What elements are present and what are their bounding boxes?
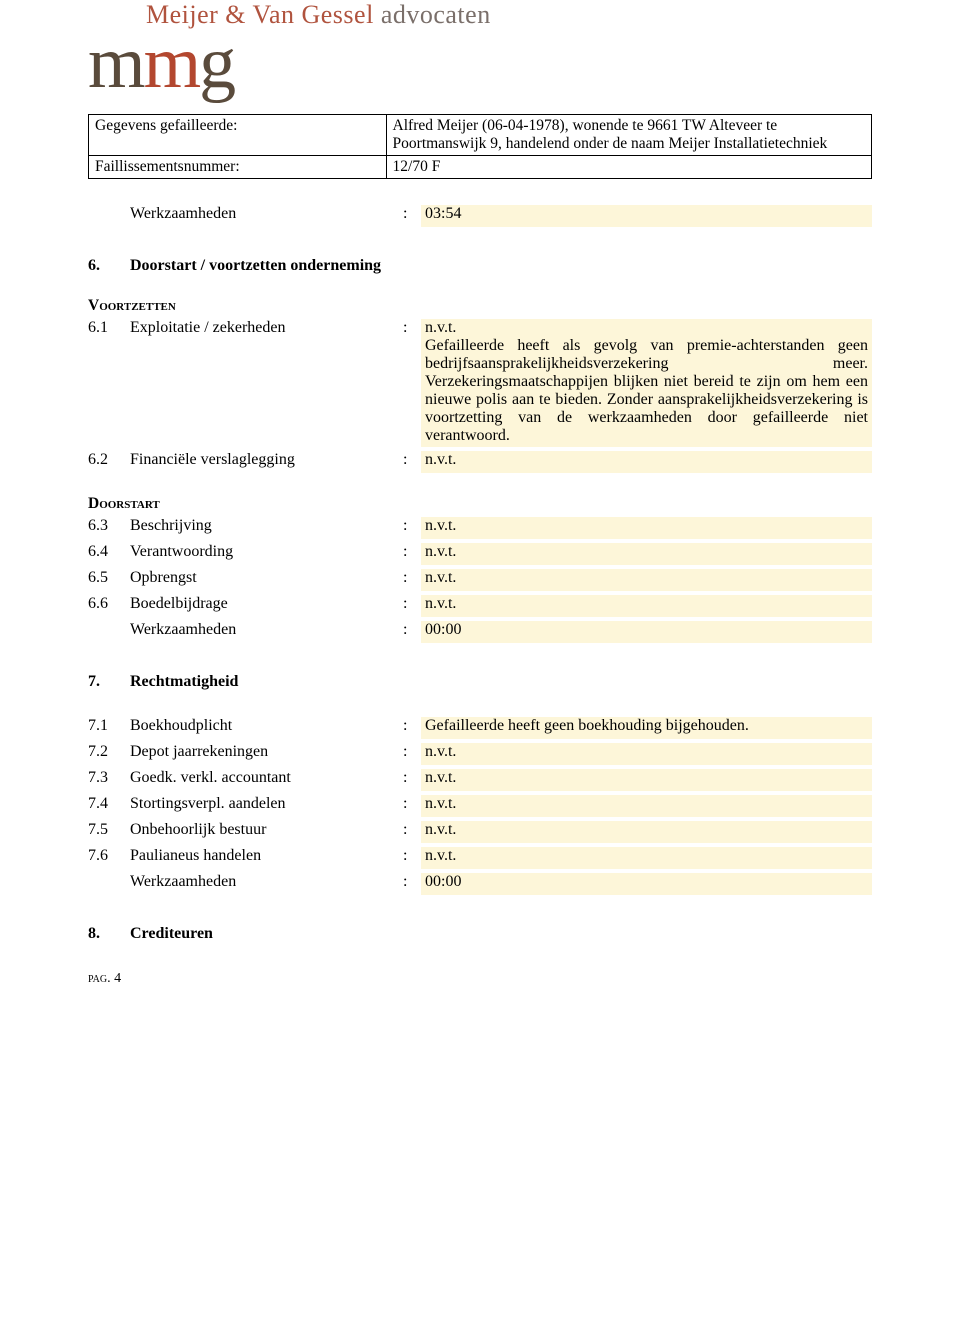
colon: : (403, 569, 421, 587)
field-row: 7.4Stortingsverpl. aandelen : n.v.t. (88, 795, 872, 817)
field-row-werkzaamheden: Werkzaamheden : 00:00 (88, 873, 872, 895)
field-number: 7.2 (88, 743, 130, 761)
field-value: n.v.t. (421, 743, 872, 765)
colon: : (403, 517, 421, 535)
field-label: Boekhoudplicht (130, 717, 403, 735)
field-label: Exploitatie / zekerheden (130, 319, 403, 337)
field-label: Opbrengst (130, 569, 403, 587)
field-number: 6.6 (88, 595, 130, 613)
field-value: 03:54 (421, 205, 872, 227)
page-footer: pag. 4 (88, 971, 872, 987)
field-value: Gefailleerde heeft geen boekhouding bijg… (421, 717, 872, 739)
section-title: Crediteuren (130, 925, 213, 943)
table-row: Faillissementsnummer: 12/70 F (89, 156, 872, 179)
field-row-werkzaamheden: Werkzaamheden : 00:00 (88, 621, 872, 643)
field-number: 7.6 (88, 847, 130, 865)
field-value: n.v.t. (421, 595, 872, 617)
field-number: 7.1 (88, 717, 130, 735)
field-row: 6.4Verantwoording : n.v.t. (88, 543, 872, 565)
colon: : (403, 769, 421, 787)
section-number: 8. (88, 925, 130, 943)
section-number: 6. (88, 257, 130, 275)
header-cell-label: Faillissementsnummer: (89, 156, 387, 179)
field-value: n.v.t. (421, 517, 872, 539)
colon: : (403, 319, 421, 337)
field-row: 7.5Onbehoorlijk bestuur : n.v.t. (88, 821, 872, 843)
colon: : (403, 743, 421, 761)
field-number: 6.4 (88, 543, 130, 561)
field-value: n.v.t. (421, 847, 872, 869)
subheading-doorstart: Doorstart (88, 495, 872, 513)
colon: : (403, 543, 421, 561)
section-title: Doorstart / voortzetten onderneming (130, 257, 381, 275)
section-title: Rechtmatigheid (130, 673, 238, 691)
field-value: n.v.t. (421, 795, 872, 817)
field-value: n.v.t. (421, 821, 872, 843)
logo-monogram: mmg (88, 26, 872, 100)
field-label: Werkzaamheden (130, 621, 403, 639)
field-row: 6.1Exploitatie / zekerheden : n.v.t. Gef… (88, 319, 872, 447)
header-cell-value: 12/70 F (386, 156, 871, 179)
section-heading-6: 6. Doorstart / voortzetten onderneming (88, 257, 872, 275)
field-number: 7.5 (88, 821, 130, 839)
field-label: Depot jaarrekeningen (130, 743, 403, 761)
colon: : (403, 847, 421, 865)
field-number: 6.1 (88, 319, 130, 337)
header-cell-value: Alfred Meijer (06-04-1978), wonende te 9… (386, 115, 871, 156)
field-value: n.v.t. Gefailleerde heeft als gevolg van… (421, 319, 872, 447)
field-label: Verantwoording (130, 543, 403, 561)
header-table: Gegevens gefailleerde: Alfred Meijer (06… (88, 114, 872, 179)
colon: : (403, 795, 421, 813)
subheading-voortzetten: Voortzetten (88, 297, 872, 315)
colon: : (403, 451, 421, 469)
field-row: 6.5Opbrengst : n.v.t. (88, 569, 872, 591)
firm-name-suffix: advocaten (381, 0, 491, 29)
field-row: 6.6Boedelbijdrage : n.v.t. (88, 595, 872, 617)
colon: : (403, 873, 421, 891)
field-value: n.v.t. (421, 769, 872, 791)
field-label: Boedelbijdrage (130, 595, 403, 613)
field-number: 7.4 (88, 795, 130, 813)
field-row: 7.1Boekhoudplicht : Gefailleerde heeft g… (88, 717, 872, 739)
field-label: Financiële verslaglegging (130, 451, 403, 469)
field-value: 00:00 (421, 873, 872, 895)
colon: : (403, 821, 421, 839)
field-row: 7.6Paulianeus handelen : n.v.t. (88, 847, 872, 869)
logo-block: Meijer & Van Gessel advocaten mmg (88, 0, 872, 100)
section-heading-8: 8. Crediteuren (88, 925, 872, 943)
field-number: 6.3 (88, 517, 130, 535)
header-cell-label: Gegevens gefailleerde: (89, 115, 387, 156)
colon: : (403, 717, 421, 735)
colon: : (403, 621, 421, 639)
field-value: n.v.t. (421, 543, 872, 565)
field-row: 7.3Goedk. verkl. accountant : n.v.t. (88, 769, 872, 791)
field-label: Stortingsverpl. aandelen (130, 795, 403, 813)
field-value: n.v.t. (421, 569, 872, 591)
field-number: 6.2 (88, 451, 130, 469)
field-label: Werkzaamheden (130, 873, 403, 891)
section-number: 7. (88, 673, 130, 691)
field-label: Paulianeus handelen (130, 847, 403, 865)
field-row: 6.3Beschrijving : n.v.t. (88, 517, 872, 539)
colon: : (403, 205, 421, 223)
field-label: Werkzaamheden (130, 205, 403, 223)
table-row: Gegevens gefailleerde: Alfred Meijer (06… (89, 115, 872, 156)
field-label: Goedk. verkl. accountant (130, 769, 403, 787)
field-row: 7.2Depot jaarrekeningen : n.v.t. (88, 743, 872, 765)
field-value: 00:00 (421, 621, 872, 643)
field-label: Beschrijving (130, 517, 403, 535)
colon: : (403, 595, 421, 613)
field-row-werkzaamheden: Werkzaamheden : 03:54 (88, 205, 872, 227)
section-heading-7: 7. Rechtmatigheid (88, 673, 872, 691)
field-row: 6.2Financiële verslaglegging : n.v.t. (88, 451, 872, 473)
field-label: Onbehoorlijk bestuur (130, 821, 403, 839)
field-number: 6.5 (88, 569, 130, 587)
field-value: n.v.t. (421, 451, 872, 473)
field-number: 7.3 (88, 769, 130, 787)
